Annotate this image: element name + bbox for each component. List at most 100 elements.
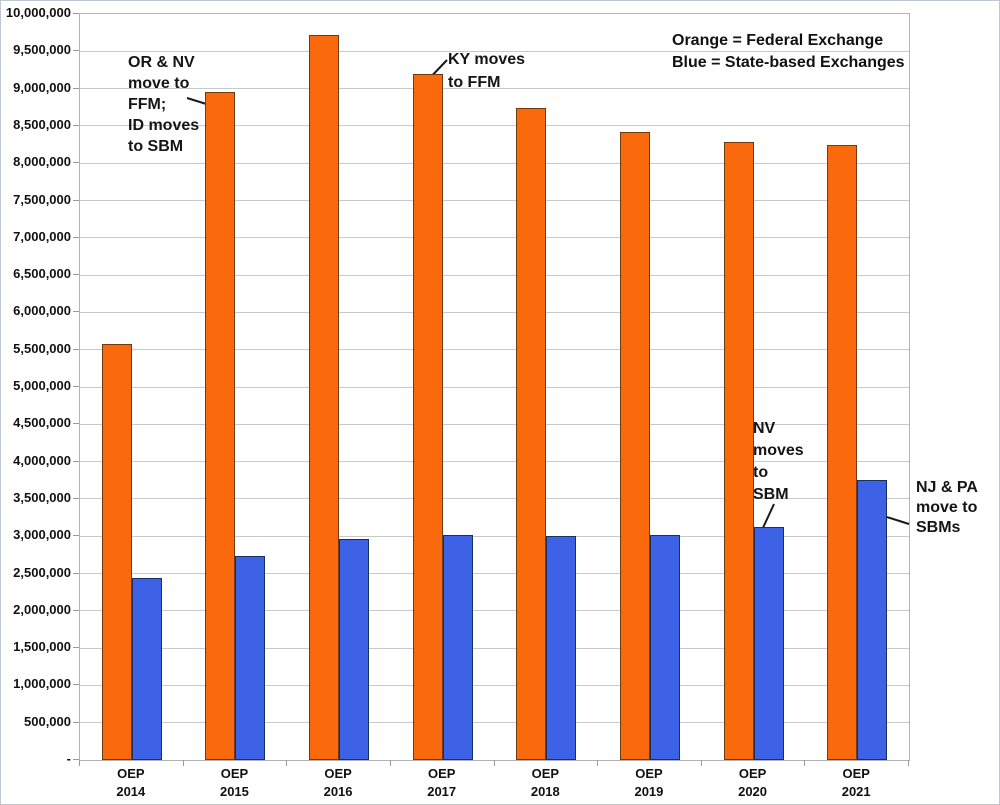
x-axis-label-2019: OEP 2019: [597, 765, 701, 801]
annotation-ky-ffm: KY moves to FFM: [448, 51, 526, 91]
gridline: [80, 274, 909, 276]
x-axis-label-line1: OEP: [635, 766, 663, 781]
y-axis-tick: [73, 386, 79, 387]
y-axis-label: 5,500,000: [13, 340, 71, 356]
legend-state-based-exchanges: Blue = State-based Exchanges: [672, 54, 905, 71]
gridline: [80, 125, 909, 127]
bar-federal-2014: [101, 343, 132, 760]
x-axis-label-line2: 2017: [427, 784, 457, 799]
gridline: [80, 349, 909, 351]
y-axis-label: 9,000,000: [13, 79, 71, 95]
gridline: [80, 88, 909, 90]
y-axis-label: 4,000,000: [13, 452, 71, 468]
x-axis-tick: [493, 760, 495, 766]
gridline: [80, 647, 909, 649]
y-axis-tick: [73, 162, 79, 164]
bar-federal-2020: [723, 142, 754, 760]
gridline: [80, 610, 909, 612]
gridline: [80, 162, 909, 164]
y-axis-label: 500,000: [24, 713, 71, 729]
y-axis-tick: [73, 274, 79, 276]
x-axis-label-line2: 2015: [219, 784, 249, 799]
x-axis-tick: [700, 760, 702, 766]
y-axis-label: 10,000,000: [5, 5, 71, 20]
y-axis-label: 8,500,000: [13, 116, 71, 132]
x-axis-tick: [597, 760, 599, 766]
y-axis-tick: [73, 199, 79, 201]
bar-state-2014: [131, 577, 162, 760]
y-axis-tick: [73, 759, 79, 760]
y-axis-label: 4,500,000: [13, 415, 71, 431]
y-axis-label: 8,000,000: [13, 154, 71, 170]
y-axis-label: 5,000,000: [13, 378, 71, 393]
y-axis-tick: [73, 423, 79, 425]
gridline: [80, 461, 909, 463]
y-axis-tick: [73, 497, 79, 499]
annotation-nv-sbm: NV moves to SBM: [753, 420, 804, 503]
gridline: [80, 573, 909, 574]
annotation-nj-pa-sbm: NJ & PA move to SBMs: [916, 479, 978, 536]
x-axis-label-2018: OEP 2018: [494, 765, 598, 801]
gridline: [80, 50, 909, 52]
x-axis-label-2017: OEP 2017: [390, 765, 494, 801]
bar-federal-2017: [412, 73, 443, 760]
gridline: [80, 684, 909, 686]
bar-state-2017: [442, 534, 473, 760]
gridline: [80, 200, 909, 201]
y-axis-tick: [73, 647, 79, 649]
y-axis-label: 1,500,000: [13, 639, 71, 655]
bar-state-2020: [753, 526, 784, 760]
y-axis-label: 3,500,000: [13, 489, 71, 505]
y-axis-label: 3,000,000: [13, 527, 71, 543]
plot-area: [79, 13, 910, 761]
x-axis-label-line1: OEP: [117, 766, 145, 781]
x-axis-label-2014: OEP 2014: [79, 765, 183, 801]
x-axis-label-line2: 2014: [116, 784, 146, 799]
x-axis-label-line2: 2021: [841, 784, 871, 799]
y-axis-label: -: [66, 751, 71, 766]
x-axis-label-2016: OEP 2016: [286, 765, 390, 801]
x-axis-label-2015: OEP 2015: [183, 765, 287, 801]
x-axis-tick: [804, 760, 806, 766]
x-axis-tick: [286, 760, 288, 766]
y-axis-tick: [73, 460, 79, 462]
x-axis-tick: [389, 760, 391, 766]
y-axis-tick: [73, 684, 79, 686]
y-axis-label: 6,500,000: [13, 266, 71, 282]
y-axis-label: 7,500,000: [13, 191, 71, 207]
gridline: [80, 722, 909, 724]
y-axis-tick: [73, 311, 79, 313]
gridline: [80, 311, 909, 313]
x-axis-label-line2: 2019: [634, 784, 664, 799]
gridline: [80, 498, 909, 500]
annotation-or-nv-ffm: OR & NV move to FFM; ID moves to SBM: [128, 54, 200, 155]
y-axis-tick: [73, 50, 79, 52]
x-axis-label-line1: OEP: [531, 766, 560, 781]
bar-federal-2018: [516, 107, 547, 760]
y-axis-tick: [73, 535, 79, 537]
y-axis-tick: [73, 348, 79, 350]
x-axis-label-line2: 2018: [530, 784, 560, 799]
x-axis-label-2020: OEP 2020: [701, 765, 805, 801]
y-axis-tick: [73, 721, 79, 723]
x-axis-tick: [79, 760, 80, 766]
bar-federal-2016: [309, 34, 340, 760]
bar-federal-2015: [205, 92, 236, 760]
bar-state-2015: [235, 556, 266, 760]
y-axis-label: 2,000,000: [13, 601, 71, 617]
bar-state-2016: [339, 539, 370, 760]
y-axis-label: 6,000,000: [13, 303, 71, 319]
y-axis-label: 1,000,000: [13, 676, 71, 692]
x-axis-label-line2: 2016: [323, 784, 353, 799]
x-axis-tick: [908, 760, 909, 766]
y-axis-label: 7,000,000: [13, 228, 71, 244]
y-axis-label: 2,500,000: [13, 564, 71, 580]
bar-state-2018: [546, 536, 577, 760]
x-axis-label-line1: OEP: [842, 766, 870, 781]
bar-federal-2019: [619, 131, 650, 760]
bar-federal-2021: [827, 145, 858, 760]
x-axis-label-line1: OEP: [738, 766, 767, 781]
gridline: [80, 386, 909, 388]
legend-federal-exchange: Orange = Federal Exchange: [672, 32, 884, 49]
